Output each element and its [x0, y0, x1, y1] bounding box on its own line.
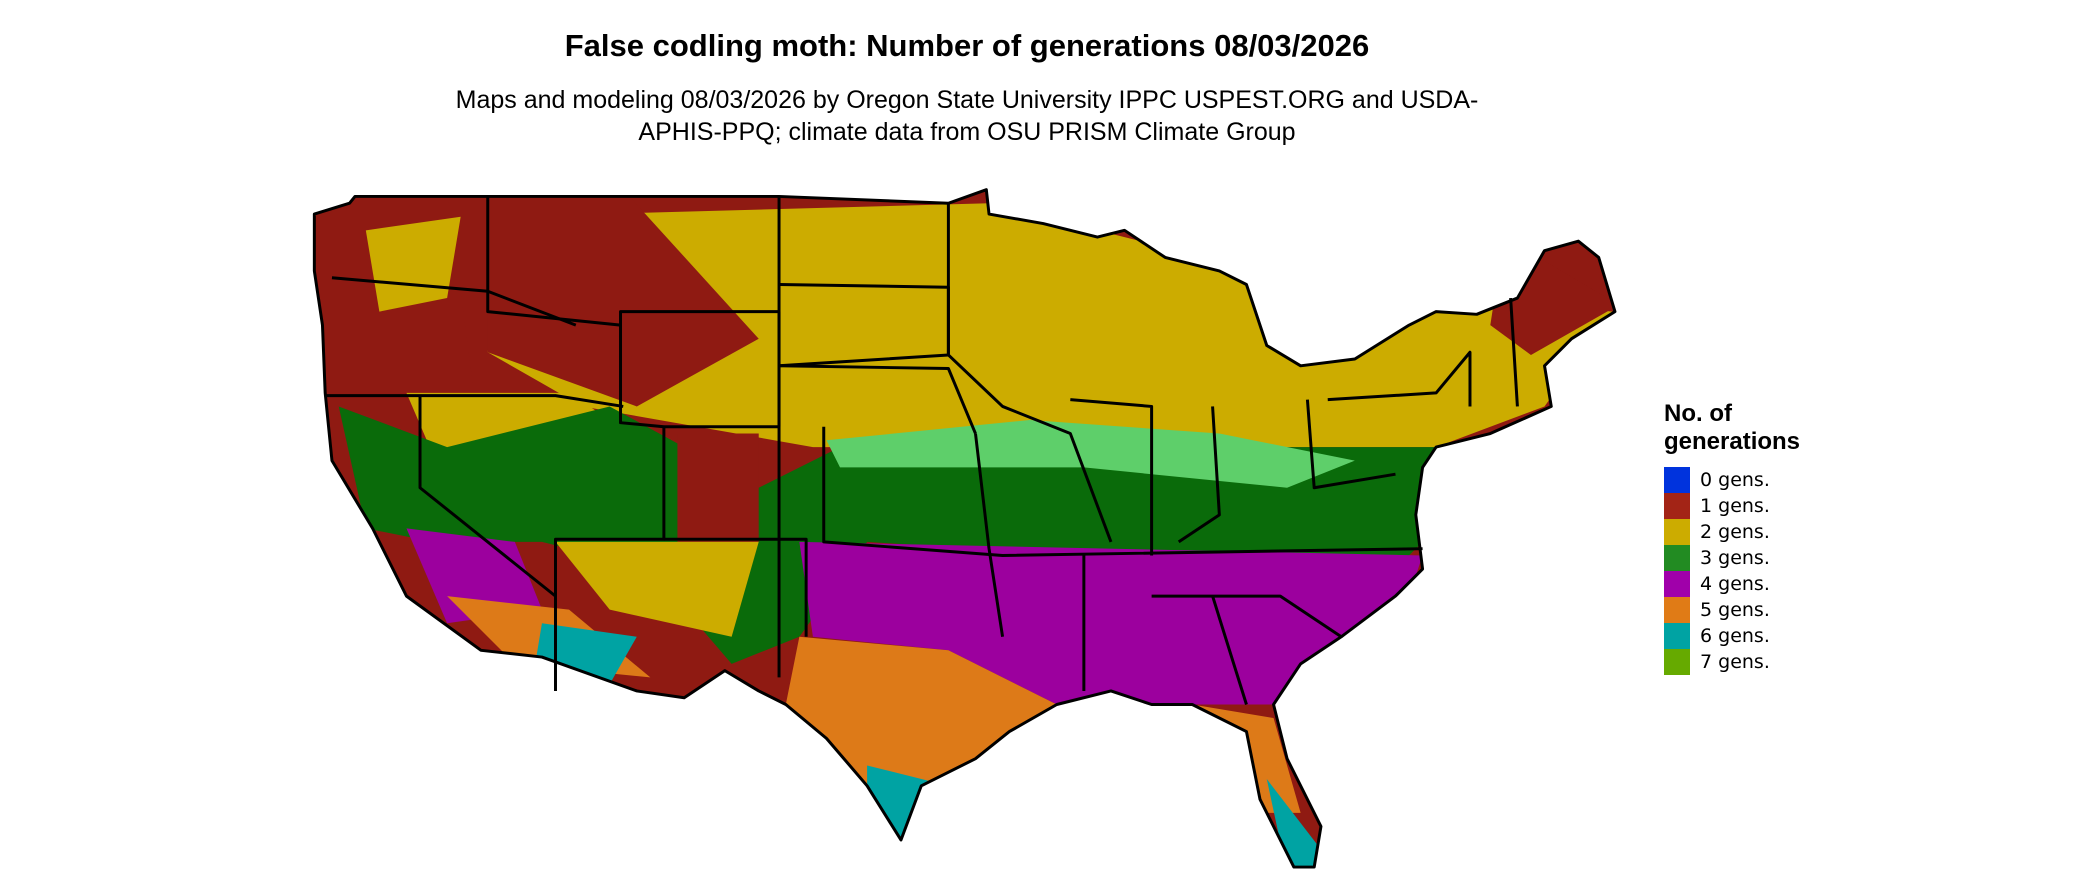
legend-label: 3 gens. [1700, 547, 1770, 569]
legend-label: 6 gens. [1700, 625, 1770, 647]
border [486, 196, 621, 327]
border [1509, 297, 1519, 407]
legend-label: 1 gens. [1700, 495, 1770, 517]
border [1070, 398, 1154, 556]
border [822, 426, 1423, 557]
border [1327, 350, 1472, 407]
outline [312, 188, 1617, 869]
border [663, 537, 808, 637]
state-borders [312, 188, 1617, 869]
region [406, 528, 542, 624]
legend-label: 2 gens. [1700, 521, 1770, 543]
region [487, 189, 759, 407]
legend-swatch [1664, 571, 1690, 597]
region [677, 433, 759, 542]
legend-swatch [1664, 597, 1690, 623]
border [418, 395, 557, 598]
border [779, 364, 977, 435]
legend-label: 5 gens. [1700, 599, 1770, 621]
subtitle: Maps and modeling 08/03/2026 by Oregon S… [455, 86, 1479, 146]
legend-label: 4 gens. [1700, 573, 1770, 595]
border [325, 394, 624, 408]
border [1151, 594, 1343, 638]
legend-swatch [1664, 493, 1690, 519]
border [619, 310, 781, 429]
border [554, 426, 666, 691]
region [555, 541, 759, 637]
legend-swatch [1664, 649, 1690, 675]
legend-swatch [1664, 623, 1690, 649]
legend-swatch [1664, 519, 1690, 545]
border [946, 203, 1113, 543]
region [487, 203, 1613, 448]
legend-label: 0 gens. [1700, 469, 1770, 491]
region [799, 541, 1423, 705]
region [365, 216, 461, 312]
legend-title: No. of generations [1664, 400, 1801, 455]
title: False codling moth: Number of generation… [564, 28, 1370, 63]
border [1177, 406, 1221, 544]
border [974, 433, 1005, 637]
legend-label: 7 gens. [1700, 651, 1770, 673]
legend-swatch [1664, 545, 1690, 571]
border [1305, 399, 1396, 490]
legend-swatch [1664, 467, 1690, 493]
border [1211, 595, 1248, 705]
region [826, 419, 1355, 488]
